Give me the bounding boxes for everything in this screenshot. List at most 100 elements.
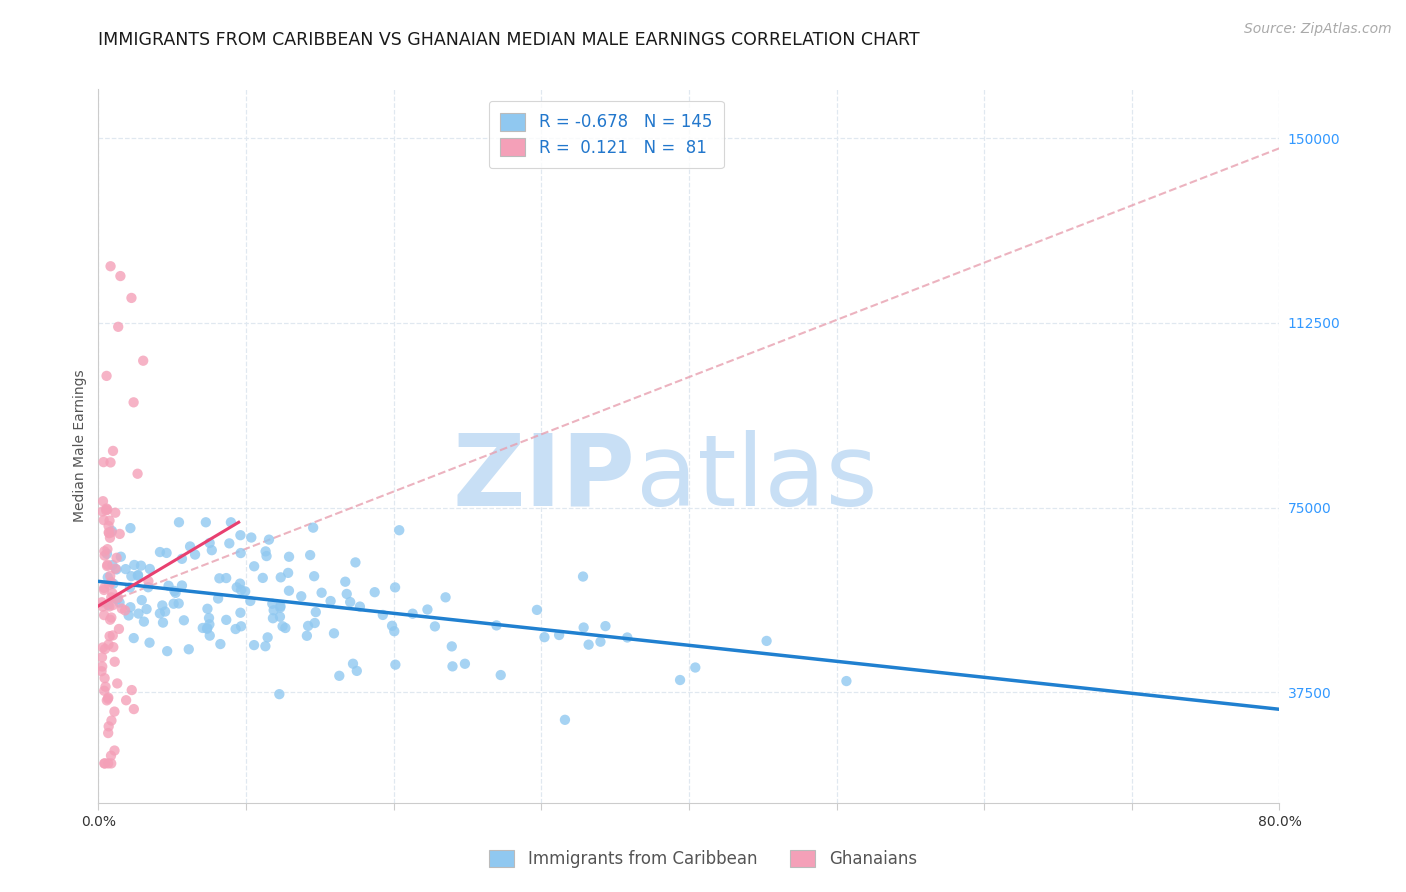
- Point: [105, 562, 128, 576]
- Point: [97, 726, 120, 740]
- Point: [835, 674, 858, 689]
- Point: [229, 606, 252, 620]
- Point: [225, 581, 247, 595]
- Point: [94, 680, 117, 694]
- Point: [122, 702, 145, 716]
- Point: [90, 595, 112, 609]
- Point: [349, 599, 371, 614]
- Point: [297, 619, 319, 633]
- Point: [100, 455, 122, 469]
- Point: [271, 619, 294, 633]
- Point: [229, 546, 252, 560]
- Point: [96, 542, 118, 557]
- Point: [489, 668, 512, 682]
- Point: [100, 525, 122, 540]
- Point: [93, 549, 115, 563]
- Point: [114, 603, 136, 617]
- Text: atlas: atlas: [636, 430, 877, 526]
- Point: [197, 601, 219, 615]
- Point: [239, 594, 262, 608]
- Point: [252, 571, 274, 585]
- Point: [96, 501, 118, 516]
- Point: [104, 506, 127, 520]
- Point: [157, 579, 180, 593]
- Point: [98, 526, 121, 541]
- Point: [336, 587, 359, 601]
- Point: [93, 671, 115, 685]
- Point: [98, 569, 121, 583]
- Point: [132, 615, 155, 629]
- Point: [685, 660, 707, 674]
- Point: [304, 615, 326, 630]
- Point: [755, 634, 778, 648]
- Point: [97, 638, 120, 652]
- Point: [423, 619, 446, 633]
- Point: [152, 615, 174, 630]
- Point: [225, 622, 247, 636]
- Point: [382, 624, 405, 639]
- Point: [381, 619, 404, 633]
- Text: IMMIGRANTS FROM CARIBBEAN VS GHANAIAN MEDIAN MALE EARNINGS CORRELATION CHART: IMMIGRANTS FROM CARIBBEAN VS GHANAIAN ME…: [98, 31, 920, 49]
- Point: [243, 638, 266, 652]
- Point: [100, 756, 122, 771]
- Point: [278, 549, 301, 564]
- Point: [105, 592, 128, 607]
- Point: [131, 593, 153, 607]
- Point: [195, 621, 218, 635]
- Point: [149, 607, 172, 621]
- Point: [240, 531, 263, 545]
- Point: [98, 578, 121, 592]
- Point: [103, 640, 125, 654]
- Point: [129, 558, 152, 573]
- Point: [572, 569, 595, 583]
- Point: [97, 570, 120, 584]
- Point: [167, 597, 190, 611]
- Point: [533, 630, 555, 644]
- Point: [138, 635, 160, 649]
- Point: [149, 545, 172, 559]
- Point: [108, 622, 131, 636]
- Point: [91, 504, 114, 518]
- Point: [91, 650, 114, 665]
- Point: [194, 516, 217, 530]
- Point: [335, 574, 357, 589]
- Point: [155, 546, 177, 560]
- Point: [201, 543, 224, 558]
- Point: [98, 514, 121, 528]
- Point: [96, 368, 118, 383]
- Point: [170, 551, 193, 566]
- Point: [97, 719, 120, 733]
- Point: [434, 591, 457, 605]
- Point: [339, 595, 361, 609]
- Point: [229, 528, 252, 542]
- Point: [215, 571, 238, 585]
- Point: [94, 642, 117, 657]
- Point: [215, 613, 238, 627]
- Point: [96, 693, 118, 707]
- Point: [121, 683, 143, 698]
- Point: [191, 621, 214, 635]
- Point: [195, 622, 218, 636]
- Point: [93, 513, 115, 527]
- Point: [595, 619, 617, 633]
- Point: [98, 613, 121, 627]
- Point: [127, 467, 149, 481]
- Point: [323, 626, 346, 640]
- Point: [138, 574, 160, 589]
- Point: [384, 581, 406, 595]
- Point: [127, 568, 149, 582]
- Point: [233, 584, 256, 599]
- Point: [269, 600, 291, 615]
- Point: [278, 583, 301, 598]
- Point: [97, 691, 120, 706]
- Point: [302, 569, 325, 583]
- Point: [120, 569, 142, 583]
- Point: [105, 676, 128, 690]
- Point: [110, 268, 132, 283]
- Point: [167, 516, 190, 530]
- Point: [177, 642, 200, 657]
- Point: [136, 580, 159, 594]
- Point: [262, 611, 284, 625]
- Point: [254, 639, 277, 653]
- Text: ZIP: ZIP: [453, 430, 636, 526]
